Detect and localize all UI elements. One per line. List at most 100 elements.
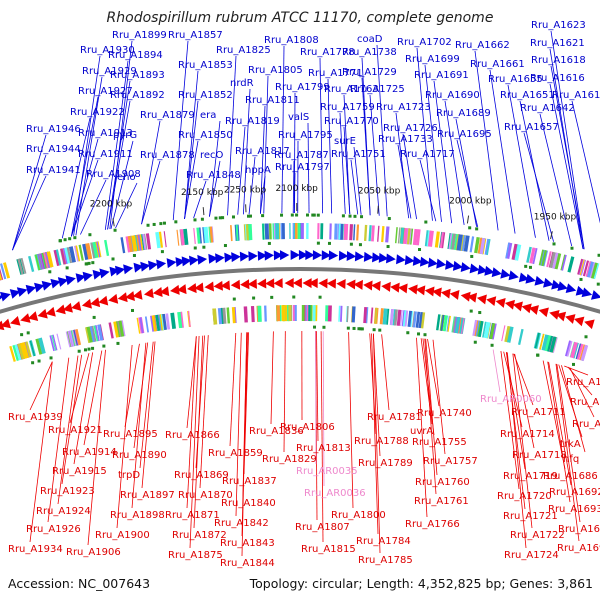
- cog-feature: [475, 320, 480, 337]
- rna-gene-label: Rru_AR0060: [480, 394, 542, 405]
- forward-gene-label: Rru_A1893: [110, 70, 165, 81]
- cog-feature: [544, 335, 552, 352]
- cog-dot: [160, 250, 164, 254]
- reverse-leader-line: [371, 333, 379, 535]
- reverse-cds-arrow: [336, 278, 346, 289]
- reverse-cds-arrow: [204, 281, 214, 292]
- cog-dot: [524, 264, 528, 268]
- forward-cds-arrow: [543, 277, 554, 288]
- forward-cds-arrow: [386, 253, 396, 264]
- cog-feature: [579, 259, 585, 276]
- kbp-tick-label: 2200 kbp: [90, 200, 133, 210]
- forward-leader-line: [571, 100, 600, 224]
- cog-feature: [396, 309, 402, 326]
- cog-feature: [161, 313, 167, 331]
- forward-leader-line: [339, 112, 346, 214]
- forward-gene-label: Rru_A1811: [245, 95, 300, 106]
- reverse-gene-label: Rru_A1900: [95, 530, 150, 541]
- cog-feature: [145, 233, 152, 250]
- forward-gene-label: Rru_A1729: [342, 67, 397, 78]
- forward-gene-label: Rru_A1899: [112, 30, 167, 41]
- reverse-cds-arrow: [390, 282, 400, 293]
- cog-feature: [436, 314, 441, 331]
- reverse-gene-label: Rru_A1722: [510, 530, 565, 541]
- reverse-cds-arrow: [143, 288, 154, 299]
- cog-dot: [311, 213, 315, 217]
- cog-dot: [318, 295, 322, 299]
- cog-feature: [136, 317, 141, 334]
- forward-gene-label: Rru_A1661: [470, 59, 525, 70]
- reverse-gene-label: Rru_A1686: [543, 471, 598, 482]
- cog-feature: [547, 335, 554, 352]
- cog-feature: [412, 311, 417, 328]
- cog-dot: [357, 327, 361, 331]
- forward-leader-line: [12, 175, 47, 251]
- forward-gene-label: Rru_A1941: [26, 165, 81, 176]
- reverse-gene-label: Rru_A1829: [262, 454, 317, 465]
- forward-gene-label: Rru_A1848: [186, 170, 241, 181]
- forward-gene-label: Rru_A1927: [78, 86, 133, 97]
- cog-feature: [53, 249, 60, 267]
- reverse-gene-label: Rru_A1785: [358, 555, 413, 566]
- forward-leader-line: [523, 132, 554, 242]
- cog-feature: [226, 307, 231, 324]
- reverse-cds-arrow: [398, 283, 408, 294]
- cog-feature: [393, 309, 398, 326]
- forward-cds-arrow: [65, 275, 76, 286]
- forward-gene-label: Rru_A1787: [274, 150, 329, 161]
- cog-feature: [492, 323, 497, 340]
- forward-cds-arrow: [123, 264, 134, 275]
- forward-cds-arrow: [378, 252, 389, 263]
- reverse-leader-line: [133, 342, 149, 449]
- forward-leader-line: [70, 96, 99, 237]
- reverse-gene-label: hfq: [563, 454, 579, 465]
- reverse-cds-arrow: [302, 278, 312, 289]
- reverse-cds-arrow: [220, 280, 231, 291]
- cog-feature: [91, 241, 99, 259]
- reverse-leader-line: [506, 352, 527, 549]
- reverse-leader-line: [424, 338, 437, 495]
- cog-feature: [366, 307, 369, 324]
- reverse-gene-label: Rru_A1757: [423, 456, 478, 467]
- rna-leader-line: [315, 331, 317, 465]
- reverse-cds-arrow: [460, 291, 471, 302]
- cog-feature: [108, 322, 114, 339]
- cog-feature: [247, 224, 253, 241]
- forward-leader-line: [227, 55, 237, 216]
- cog-feature: [55, 249, 62, 266]
- cog-feature: [406, 228, 411, 245]
- cog-dot: [359, 327, 363, 331]
- reverse-cds-arrow: [45, 306, 56, 317]
- cog-feature: [257, 305, 262, 322]
- forward-gene-label: Rru_A1759: [320, 102, 375, 113]
- cog-feature: [486, 239, 491, 256]
- cog-feature: [334, 223, 338, 240]
- reverse-gene-label: Rru_A1939: [8, 412, 63, 423]
- cog-feature: [85, 327, 90, 344]
- feature-rings: [0, 213, 600, 366]
- cog-feature: [90, 242, 96, 259]
- forward-gene-label: nrdR: [230, 78, 254, 89]
- forward-leader-line: [319, 57, 324, 214]
- reverse-leader-line: [186, 336, 197, 509]
- cog-feature: [275, 223, 280, 240]
- reverse-cds-arrow: [528, 305, 539, 315]
- cog-feature: [483, 321, 491, 339]
- reverse-gene-label: Rru_A1781: [367, 412, 422, 423]
- cog-feature: [264, 305, 267, 322]
- forward-leader-line: [550, 65, 585, 250]
- backbone-ring: [0, 267, 600, 314]
- reverse-gene-label: Rru_A1693: [548, 504, 600, 515]
- forward-gene-label: era: [200, 110, 216, 121]
- cog-feature: [298, 223, 301, 240]
- reverse-leader-line: [320, 331, 324, 543]
- forward-gene-label: Rru_A1946: [26, 124, 81, 135]
- cog-dot: [20, 333, 24, 337]
- cog-dot: [316, 241, 320, 245]
- forward-gene-label: Rru_A1717: [400, 149, 455, 160]
- reverse-cds-arrow: [265, 278, 275, 289]
- cog-feature: [460, 317, 465, 334]
- reverse-cds-arrow: [27, 311, 39, 321]
- forward-cds-arrow: [328, 250, 339, 261]
- cog-dot: [248, 214, 252, 218]
